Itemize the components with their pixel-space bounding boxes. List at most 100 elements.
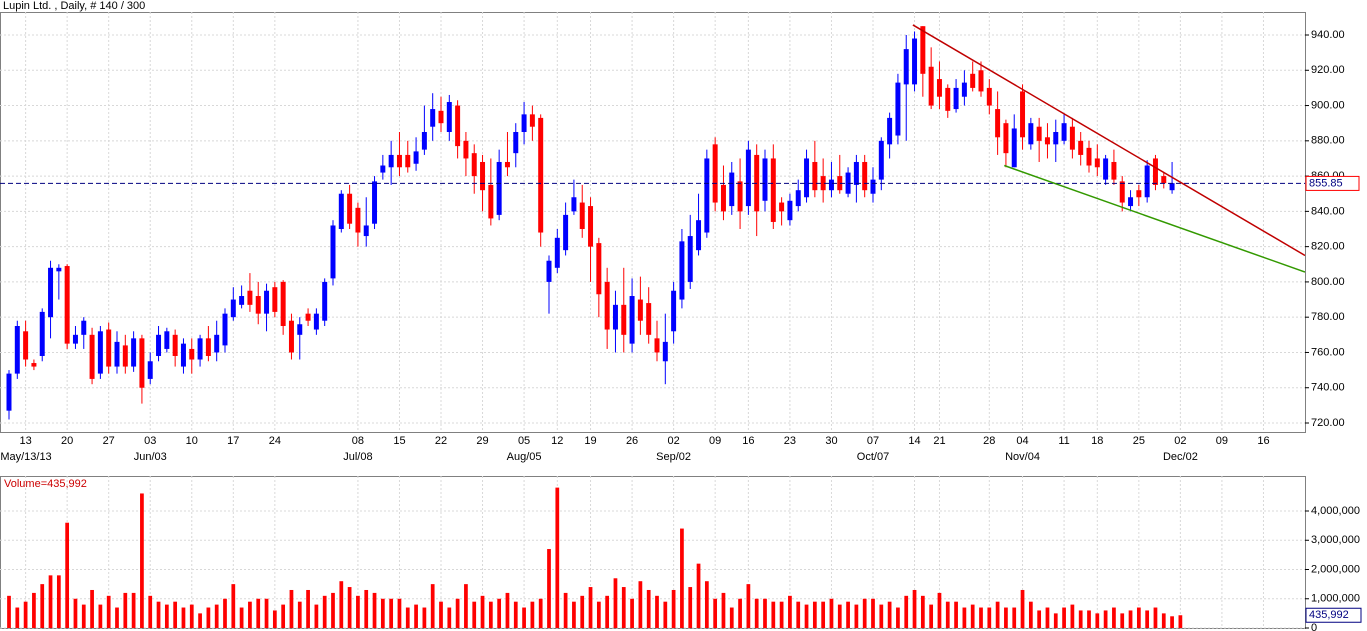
volume-bar (1004, 607, 1008, 628)
volume-bar (480, 595, 485, 628)
volume-bar (23, 601, 28, 628)
volume-bar (846, 601, 850, 628)
x-tick-label: 04 (1016, 435, 1028, 447)
candle-body (1011, 128, 1017, 168)
volume-bar (214, 604, 219, 628)
volume-bar (538, 598, 543, 628)
candle-body (579, 202, 585, 230)
volume-bar (912, 589, 917, 628)
y-tick-label: 840.00 (1311, 205, 1345, 217)
volume-bar (189, 604, 194, 628)
volume-bar (1070, 604, 1075, 628)
volume-bar (887, 601, 892, 628)
candle-body (953, 87, 959, 110)
volume-bar (1153, 607, 1158, 628)
candle-body (471, 153, 477, 177)
volume-bar (1120, 613, 1125, 628)
candle-body (380, 165, 386, 173)
x-tick-label: 16 (742, 435, 754, 447)
candle-body (637, 299, 643, 321)
volume-bar (513, 601, 518, 628)
volume-bar (979, 607, 983, 628)
volume-bar (1012, 607, 1017, 628)
candle-body (139, 338, 145, 388)
volume-bar (555, 487, 560, 628)
x-tick-label: 02 (667, 435, 679, 447)
volume-bar (223, 598, 227, 628)
volume-bar (646, 589, 651, 628)
x-tick-label: 17 (227, 435, 239, 447)
y-tick-label: 740.00 (1311, 382, 1345, 394)
candle-body (787, 200, 793, 221)
last-volume-box (1305, 607, 1362, 623)
volume-bar (937, 592, 942, 628)
x-tick-label: 14 (908, 435, 920, 447)
candle-body (812, 161, 818, 191)
volume-bar (704, 581, 709, 628)
candle-body (413, 151, 419, 164)
candle-body (222, 313, 228, 346)
volume-bar (32, 592, 36, 628)
volume-bar (1112, 607, 1116, 628)
volume-bar (1103, 610, 1108, 628)
volume-bar (289, 589, 294, 628)
volume-bar (181, 607, 186, 628)
volume-bar (696, 563, 701, 628)
volume-bar (1087, 610, 1091, 628)
y-tick-label: 1,000,000 (1311, 593, 1360, 605)
volume-bar (738, 598, 742, 628)
volume-bar (771, 601, 776, 628)
volume-bar (796, 601, 801, 628)
volume-bar (1053, 613, 1058, 628)
volume-bar (572, 601, 576, 628)
candle-body (463, 140, 469, 159)
chart-title: Lupin Ltd. , Daily, # 140 / 300 (3, 0, 145, 12)
y-tick-label: 900.00 (1311, 99, 1345, 111)
volume-bar (1045, 607, 1050, 628)
volume-bar (488, 601, 493, 628)
volume-bar (1145, 610, 1150, 628)
x-tick-label: 21 (933, 435, 945, 447)
x-tick-label: 18 (1091, 435, 1103, 447)
volume-bar (356, 595, 360, 628)
candle-body (995, 109, 1001, 138)
candle-body (961, 82, 967, 97)
candle-body (604, 281, 610, 330)
volume-bar (272, 610, 277, 628)
candle-body (745, 149, 751, 207)
candle-body (272, 287, 278, 312)
candle-body (654, 338, 660, 353)
volume-bar (945, 601, 950, 628)
candle-body (770, 158, 776, 222)
y-tick-label: 920.00 (1311, 64, 1345, 76)
last-price-box (1305, 175, 1360, 191)
candle-body (322, 281, 328, 321)
candle-body (820, 176, 826, 191)
volume-bar (821, 601, 826, 628)
y-tick-label: 780.00 (1311, 311, 1345, 323)
candle-body (920, 26, 926, 74)
volume-bar (297, 601, 302, 628)
volume-bar (1020, 589, 1025, 628)
volume-bar (671, 589, 676, 628)
volume-bar (198, 613, 202, 628)
volume-bar (81, 604, 86, 628)
candle-body (6, 373, 12, 411)
volume-bar (447, 607, 452, 628)
month-label: Dec/02 (1163, 451, 1198, 463)
candle-body (280, 281, 286, 327)
x-tick-label: 24 (269, 435, 281, 447)
candle-body (936, 79, 942, 97)
candle-body (81, 320, 87, 335)
volume-bar (829, 598, 834, 628)
volume-bar (422, 607, 427, 628)
volume-bar (106, 595, 111, 628)
volume-bar (347, 587, 352, 628)
volume-bar (779, 601, 784, 628)
candle-body (903, 49, 909, 85)
candle-body (39, 311, 45, 356)
volume-bar (405, 607, 410, 628)
candle-body (720, 184, 726, 212)
volume-bar (156, 601, 161, 628)
